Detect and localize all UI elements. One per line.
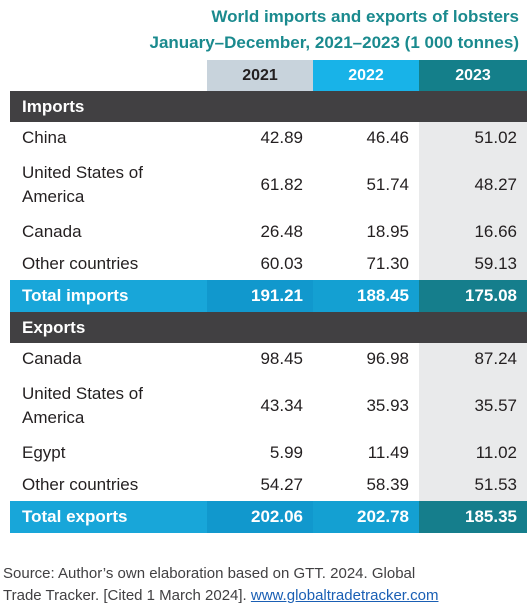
- value-2021: 43.34: [260, 396, 303, 415]
- total-2022: 188.45: [313, 280, 419, 312]
- lobster-trade-table: 2021 2022 2023 Imports China 42.89 46.46…: [10, 60, 527, 533]
- table-title: World imports and exports of lobsters Ja…: [149, 4, 519, 56]
- title-line-1: World imports and exports of lobsters: [211, 7, 519, 26]
- total-label: Total exports: [22, 507, 128, 526]
- table-row: Canada 26.48 18.95 16.66: [10, 216, 527, 248]
- table-row: United States of America 43.34 35.93 35.…: [10, 375, 527, 437]
- table-row: Egypt 5.99 11.49 11.02: [10, 437, 527, 469]
- value-2023: 48.27: [419, 154, 527, 216]
- table-row: United States of America 61.82 51.74 48.…: [10, 154, 527, 216]
- column-header-2023: 2023: [419, 60, 527, 91]
- imports-rows: China 42.89 46.46 51.02 United States of…: [10, 122, 527, 280]
- value-2021: 5.99: [269, 443, 303, 462]
- value-2023: 59.13: [419, 248, 527, 280]
- row-label: United States of America: [22, 163, 143, 206]
- total-2021: 202.06: [207, 501, 313, 533]
- total-label: Total imports: [22, 286, 129, 305]
- value-2023: 51.53: [419, 469, 527, 501]
- row-label: Canada: [22, 222, 82, 241]
- value-2021: 61.82: [260, 175, 303, 194]
- value-2022: 11.49: [367, 443, 409, 462]
- value-2022: 46.46: [366, 128, 409, 147]
- section-heading-exports: Exports: [10, 312, 527, 343]
- table-row: Other countries 54.27 58.39 51.53: [10, 469, 527, 501]
- source-text-line-2: Trade Tracker. [Cited 1 March 2024].: [3, 587, 251, 604]
- total-exports-row: Total exports 202.06 202.78 185.35: [10, 501, 527, 533]
- section-heading-imports: Imports: [10, 91, 527, 122]
- row-label: Other countries: [22, 475, 139, 494]
- column-header-row: 2021 2022 2023: [10, 60, 527, 91]
- table-row: Canada 98.45 96.98 87.24: [10, 343, 527, 375]
- value-2023: 51.02: [419, 122, 527, 154]
- value-2021: 42.89: [260, 128, 303, 147]
- row-label: Other countries: [22, 254, 139, 273]
- table-row: Other countries 60.03 71.30 59.13: [10, 248, 527, 280]
- total-2023: 185.35: [419, 501, 527, 533]
- row-label: Egypt: [22, 443, 66, 462]
- value-2022: 58.39: [366, 475, 409, 494]
- value-2022: 51.74: [366, 175, 409, 194]
- column-header-2021: 2021: [207, 60, 313, 91]
- value-2022: 35.93: [366, 396, 409, 415]
- value-2021: 54.27: [260, 475, 303, 494]
- source-note: Source: Author’s own elaboration based o…: [3, 563, 503, 607]
- row-label: United States of America: [22, 384, 143, 427]
- value-2023: 87.24: [419, 343, 527, 375]
- column-header-2022: 2022: [313, 60, 419, 91]
- value-2021: 60.03: [260, 254, 303, 273]
- row-label: Canada: [22, 349, 82, 368]
- source-link[interactable]: www.globaltradetracker.com: [250, 587, 439, 604]
- total-2023: 175.08: [419, 280, 527, 312]
- row-label: China: [22, 128, 67, 147]
- value-2023: 11.02: [419, 437, 527, 469]
- exports-rows: Canada 98.45 96.98 87.24 United States o…: [10, 343, 527, 501]
- value-2022: 96.98: [366, 349, 409, 368]
- source-text-line-1: Source: Author’s own elaboration based o…: [3, 565, 416, 582]
- title-line-2: January–December, 2021–2023 (1 000 tonne…: [149, 33, 519, 52]
- total-2022: 202.78: [313, 501, 419, 533]
- total-imports-row: Total imports 191.21 188.45 175.08: [10, 280, 527, 312]
- header-blank: [10, 60, 207, 91]
- total-2021: 191.21: [207, 280, 313, 312]
- value-2022: 71.30: [366, 254, 409, 273]
- value-2021: 26.48: [260, 222, 303, 241]
- value-2021: 98.45: [260, 349, 303, 368]
- value-2023: 35.57: [419, 375, 527, 437]
- table-row: China 42.89 46.46 51.02: [10, 122, 527, 154]
- value-2023: 16.66: [419, 216, 527, 248]
- value-2022: 18.95: [366, 222, 409, 241]
